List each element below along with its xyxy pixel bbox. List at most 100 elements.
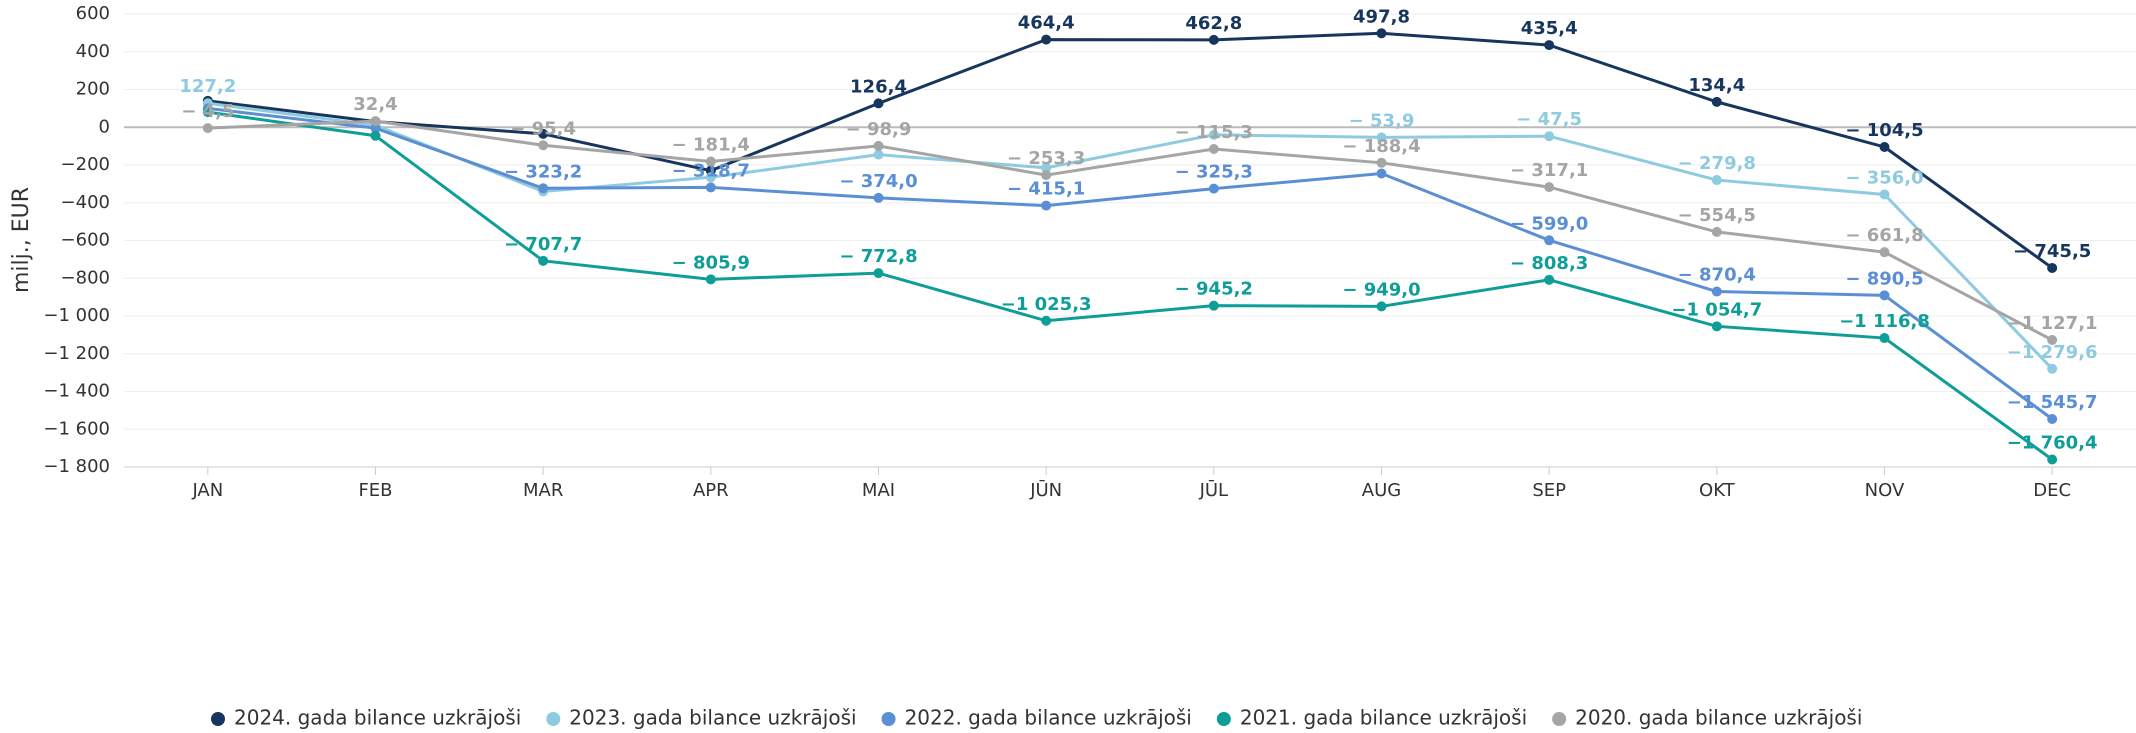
point (1208, 183, 1219, 194)
data-label: − 181,4 (672, 134, 750, 155)
point (1544, 131, 1555, 142)
x-tick-label: FEB (358, 480, 392, 501)
data-label: − 374,0 (839, 171, 917, 192)
data-label: − 323,2 (504, 161, 582, 182)
legend-label: 2023. gada bilance uzkrājoši (569, 706, 856, 730)
point (538, 183, 549, 194)
data-label: − 772,8 (839, 246, 917, 267)
point (370, 116, 381, 127)
point (873, 268, 884, 279)
point (2047, 414, 2058, 425)
point (1711, 321, 1722, 332)
point (873, 98, 884, 109)
data-label: 462,8 (1185, 13, 1242, 34)
data-label: − 317,1 (1510, 160, 1588, 181)
legend-label: 2021. gada bilance uzkrājoši (1240, 706, 1527, 730)
x-tick-label: APR (693, 480, 729, 501)
series-line (207, 101, 2054, 370)
point (1208, 34, 1219, 45)
data-label: − 104,5 (1845, 120, 1923, 141)
point (1376, 168, 1387, 179)
point (1041, 315, 1052, 326)
point (1711, 286, 1722, 297)
data-label: − 745,5 (2013, 241, 2091, 262)
data-label: − 949,0 (1342, 279, 1420, 300)
legend-label: 2020. gada bilance uzkrājoši (1575, 706, 1862, 730)
data-label: − 47,5 (1516, 109, 1582, 130)
point (1376, 28, 1387, 39)
series-line (207, 119, 2053, 342)
y-tick-label: −800 (61, 267, 110, 288)
data-label: 126,4 (850, 76, 907, 97)
point (2047, 454, 2058, 465)
x-tick-label: AUG (1362, 480, 1401, 501)
point (2047, 262, 2058, 273)
data-label: −1 545,7 (2007, 392, 2098, 413)
point (705, 172, 716, 183)
data-label: − 805,9 (672, 252, 750, 273)
data-label: − 53,9 (1349, 110, 1415, 131)
y-tick-label: −200 (61, 154, 110, 175)
data-label: 32,4 (353, 94, 397, 115)
data-label: 464,4 (1018, 13, 1075, 34)
point (1208, 129, 1219, 140)
data-label: − 707,7 (504, 234, 582, 255)
x-tick-label: MAI (862, 480, 895, 501)
y-tick-label: 0 (99, 116, 110, 137)
point (705, 156, 716, 167)
point (538, 128, 549, 139)
data-label: − 415,1 (1007, 179, 1085, 200)
point (1711, 96, 1722, 107)
y-axis-label: milj., EUR (9, 187, 34, 293)
data-label: − 188,4 (1342, 136, 1420, 157)
data-label: − 554,5 (1678, 205, 1756, 226)
data-label: − 325,3 (1175, 162, 1253, 183)
data-label: −1 054,7 (1671, 299, 1762, 320)
point (1879, 247, 1890, 258)
point (873, 140, 884, 151)
point (202, 123, 213, 134)
point (1041, 170, 1052, 181)
x-tick-label: OKT (1699, 480, 1736, 501)
x-tick-label: JAN (191, 480, 223, 501)
series-line (207, 31, 2054, 270)
legend-marker (881, 712, 896, 726)
point (538, 140, 549, 151)
legend-marker (1216, 712, 1231, 726)
x-tick-label: NOV (1865, 480, 1905, 501)
point (705, 182, 716, 193)
point (873, 192, 884, 203)
data-label: − 661,8 (1845, 225, 1923, 246)
series-line (207, 110, 2054, 461)
point (1376, 132, 1387, 143)
point (1879, 333, 1890, 344)
data-label: − 599,0 (1510, 213, 1588, 234)
x-tick-label: SEP (1532, 480, 1566, 501)
data-label: − 4,5 (181, 101, 234, 122)
x-tick-label: JŪL (1199, 479, 1229, 501)
legend-marker (1552, 712, 1567, 726)
point (1711, 226, 1722, 237)
data-label: 134,4 (1688, 75, 1745, 96)
point (1879, 141, 1890, 152)
point (1041, 34, 1052, 45)
x-tick-label: DEC (2033, 480, 2071, 501)
point (1544, 182, 1555, 193)
point (1544, 40, 1555, 51)
y-tick-label: −1 600 (43, 418, 110, 439)
point (1208, 300, 1219, 311)
point (370, 123, 381, 134)
point (2047, 363, 2058, 374)
point (1376, 301, 1387, 312)
point (1041, 162, 1052, 173)
legend-marker (211, 712, 225, 726)
data-label: −1 760,4 (2007, 433, 2098, 454)
point (370, 130, 381, 141)
point (873, 149, 884, 160)
point (538, 255, 549, 266)
data-label: − 890,5 (1845, 268, 1923, 289)
series-line (207, 106, 2054, 421)
data-label: −1 279,6 (2007, 342, 2098, 363)
point (1711, 175, 1722, 186)
data-label: − 253,3 (1007, 148, 1085, 169)
